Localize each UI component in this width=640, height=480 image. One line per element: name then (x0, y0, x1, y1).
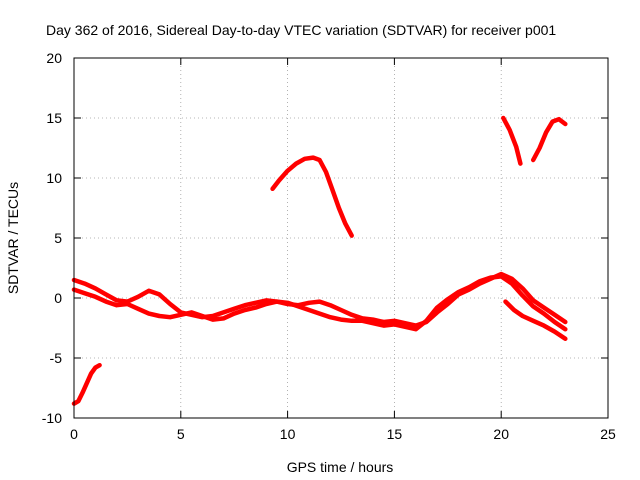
x-axis-ticks: 0 5 10 15 20 25 (70, 58, 616, 442)
x-axis-label: GPS time / hours (287, 459, 394, 475)
x-tick-label-5: 25 (600, 426, 616, 442)
y-tick-label-0: -10 (42, 410, 62, 426)
y-tick-label-2: 0 (54, 290, 62, 306)
y-tick-label-6: 20 (46, 50, 62, 66)
y-tick-label-5: 15 (46, 110, 62, 126)
x-tick-label-4: 20 (493, 426, 509, 442)
chart-title: Day 362 of 2016, Sidereal Day-to-day VTE… (46, 22, 556, 38)
y-tick-label-1: -5 (50, 350, 63, 366)
grid-lines (74, 58, 608, 418)
series-arc-5 (273, 158, 352, 236)
data-series (74, 118, 565, 404)
series-arc-2 (74, 274, 565, 326)
x-tick-label-3: 15 (387, 426, 403, 442)
series-arc-1 (74, 365, 100, 403)
sdtvar-chart: 0 5 10 15 20 25 -10 -5 0 5 10 15 20 Day 362 of 2016… (0, 0, 640, 480)
x-tick-label-1: 5 (177, 426, 185, 442)
y-tick-label-3: 5 (54, 230, 62, 246)
x-tick-label-0: 0 (70, 426, 78, 442)
series-arc-7 (533, 119, 565, 160)
series-arc-6 (503, 118, 520, 164)
y-axis-label: SDTVAR / TECUs (5, 182, 21, 294)
x-tick-label-2: 10 (280, 426, 296, 442)
y-tick-label-4: 10 (46, 170, 62, 186)
